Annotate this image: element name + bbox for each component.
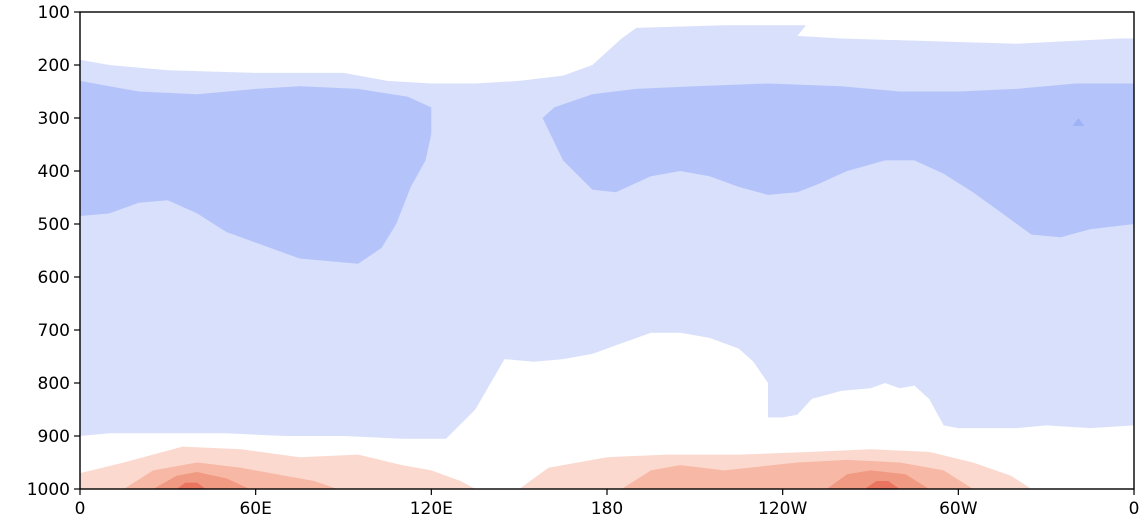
y-tick-label-7: 800	[38, 374, 70, 394]
x-tick-label-5: 60W	[939, 499, 978, 519]
y-axis: 100 200 300 400 500 600 700 800 900 1000	[27, 3, 80, 500]
x-axis: 0 60E 120E 180 120W 60W 0	[75, 489, 1140, 519]
y-tick-label-8: 900	[38, 427, 70, 447]
x-tick-label-4: 120W	[758, 499, 807, 519]
contour-regions	[80, 25, 1134, 489]
contour-region-positive_max-10	[864, 481, 900, 489]
contour-region-positive_strong-9	[826, 470, 930, 489]
y-tick-label-0: 100	[38, 3, 70, 23]
contour-region-negative_mid-1	[80, 80, 432, 264]
contour-region-negative_strong-3	[1072, 118, 1085, 126]
x-tick-label-6: 0	[1129, 499, 1140, 519]
y-tick-label-1: 200	[38, 56, 70, 76]
y-tick-label-6: 700	[38, 321, 70, 341]
contour-region-negative_mid-2	[542, 83, 1134, 238]
y-tick-label-9: 1000	[27, 480, 70, 500]
plot-frame	[79, 11, 1135, 490]
x-tick-label-1: 60E	[239, 499, 271, 519]
y-tick-label-2: 300	[38, 109, 70, 129]
y-tick-label-3: 400	[38, 162, 70, 182]
contour-region-positive_strong-8	[153, 472, 250, 489]
x-tick-label-2: 120E	[410, 499, 453, 519]
x-tick-label-3: 180	[591, 499, 623, 519]
y-tick-label-4: 500	[38, 215, 70, 235]
contour-region-positive_max-11	[176, 482, 206, 489]
x-tick-label-0: 0	[75, 499, 86, 519]
plot-area	[80, 25, 1134, 489]
y-tick-label-5: 600	[38, 268, 70, 288]
